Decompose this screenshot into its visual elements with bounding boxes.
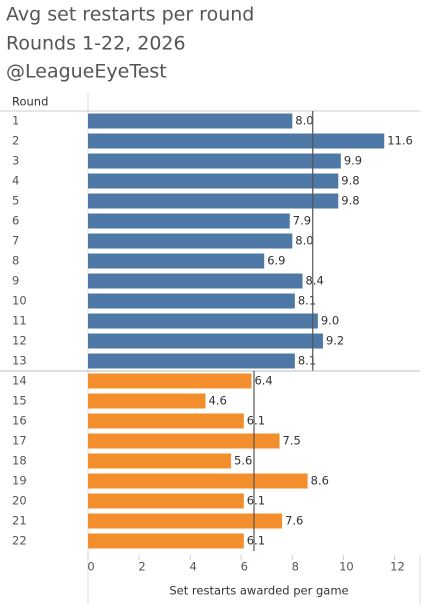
category-label: 5 [12, 194, 19, 208]
bar [88, 253, 265, 269]
category-label: 22 [12, 534, 27, 548]
bar [88, 533, 244, 549]
category-label: 16 [12, 414, 27, 428]
category-label: 10 [12, 294, 27, 308]
value-label: 6.1 [247, 414, 265, 428]
category-label: 8 [12, 254, 19, 268]
bar [88, 493, 244, 509]
value-label: 9.8 [341, 174, 359, 188]
bar [88, 473, 308, 489]
bar [88, 393, 206, 409]
bar [88, 173, 339, 189]
value-label: 6.1 [247, 534, 265, 548]
bar [88, 133, 385, 149]
value-label: 9.0 [321, 314, 339, 328]
value-label: 8.0 [295, 114, 313, 128]
category-label: 3 [12, 154, 19, 168]
bar [88, 453, 232, 469]
bar [88, 313, 318, 329]
bar [88, 273, 303, 289]
category-label: 15 [12, 394, 27, 408]
chart-author: @LeagueEyeTest [6, 61, 167, 83]
bar [88, 513, 283, 529]
value-label: 6.4 [254, 374, 272, 388]
value-label: 6.1 [247, 494, 265, 508]
value-label: 9.2 [326, 334, 344, 348]
category-label: 12 [12, 334, 27, 348]
bar [88, 153, 341, 169]
value-label: 9.9 [344, 154, 362, 168]
x-tick-label: 10 [339, 560, 354, 574]
bar [88, 413, 244, 429]
value-label: 8.0 [295, 234, 313, 248]
category-label: 14 [12, 374, 27, 388]
value-label: 4.6 [208, 394, 226, 408]
category-label: 17 [12, 434, 27, 448]
category-label: 13 [12, 354, 27, 368]
bar [88, 193, 339, 209]
category-label: 7 [12, 234, 19, 248]
bar [88, 213, 290, 229]
category-label: 11 [12, 314, 27, 328]
value-label: 7.6 [285, 514, 303, 528]
bar [88, 233, 293, 249]
bar [88, 373, 252, 389]
category-label: 6 [12, 214, 19, 228]
x-axis-label: Set restarts awarded per game [169, 584, 348, 598]
x-tick-label: 0 [87, 560, 94, 574]
category-label: 18 [12, 454, 27, 468]
x-tick-label: 6 [241, 560, 248, 574]
value-label: 8.4 [306, 274, 324, 288]
chart-subtitle: Rounds 1-22, 2026 [6, 33, 186, 55]
bar [88, 113, 293, 129]
category-label: 19 [12, 474, 27, 488]
value-label: 7.9 [293, 214, 311, 228]
category-label: 9 [12, 274, 19, 288]
x-tick-label: 4 [189, 560, 196, 574]
value-label: 6.9 [267, 254, 285, 268]
bar [88, 293, 295, 309]
x-tick-label: 8 [292, 560, 299, 574]
value-label: 8.6 [311, 474, 329, 488]
x-tick-label: 12 [390, 560, 405, 574]
value-label: 5.6 [234, 454, 252, 468]
bar [88, 433, 280, 449]
bar [88, 353, 295, 369]
category-header: Round [12, 95, 48, 109]
value-label: 8.1 [298, 294, 316, 308]
category-label: 2 [12, 134, 19, 148]
category-label: 1 [12, 114, 19, 128]
category-label: 20 [12, 494, 27, 508]
value-label: 9.8 [341, 194, 359, 208]
bar [88, 333, 323, 349]
x-tick-label: 2 [138, 560, 145, 574]
category-label: 4 [12, 174, 19, 188]
value-label: 11.6 [387, 134, 413, 148]
value-label: 7.5 [283, 434, 301, 448]
category-label: 21 [12, 514, 27, 528]
chart-title: Avg set restarts per round [6, 4, 254, 26]
value-label: 8.1 [298, 354, 316, 368]
